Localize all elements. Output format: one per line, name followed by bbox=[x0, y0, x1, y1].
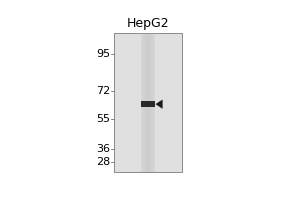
Bar bbox=[144, 33, 145, 172]
Bar bbox=[140, 33, 141, 172]
Bar bbox=[148, 33, 149, 172]
Polygon shape bbox=[156, 100, 162, 108]
Bar bbox=[150, 33, 151, 172]
Text: 55: 55 bbox=[96, 114, 110, 124]
Bar bbox=[145, 33, 146, 172]
Text: 95: 95 bbox=[96, 49, 110, 59]
Bar bbox=[153, 33, 154, 172]
Bar bbox=[146, 33, 147, 172]
Bar bbox=[151, 33, 152, 172]
Text: 36: 36 bbox=[96, 144, 110, 154]
Bar bbox=[149, 33, 150, 172]
Bar bbox=[142, 33, 143, 172]
Bar bbox=[114, 33, 182, 172]
Bar bbox=[140, 101, 155, 107]
Bar bbox=[141, 33, 142, 172]
Bar bbox=[140, 33, 155, 172]
Bar bbox=[143, 33, 144, 172]
Bar bbox=[154, 33, 155, 172]
Text: 72: 72 bbox=[96, 86, 110, 96]
Bar bbox=[114, 33, 182, 172]
Text: 28: 28 bbox=[96, 157, 110, 167]
Text: HepG2: HepG2 bbox=[127, 17, 169, 30]
Bar bbox=[152, 33, 153, 172]
Bar bbox=[147, 33, 148, 172]
